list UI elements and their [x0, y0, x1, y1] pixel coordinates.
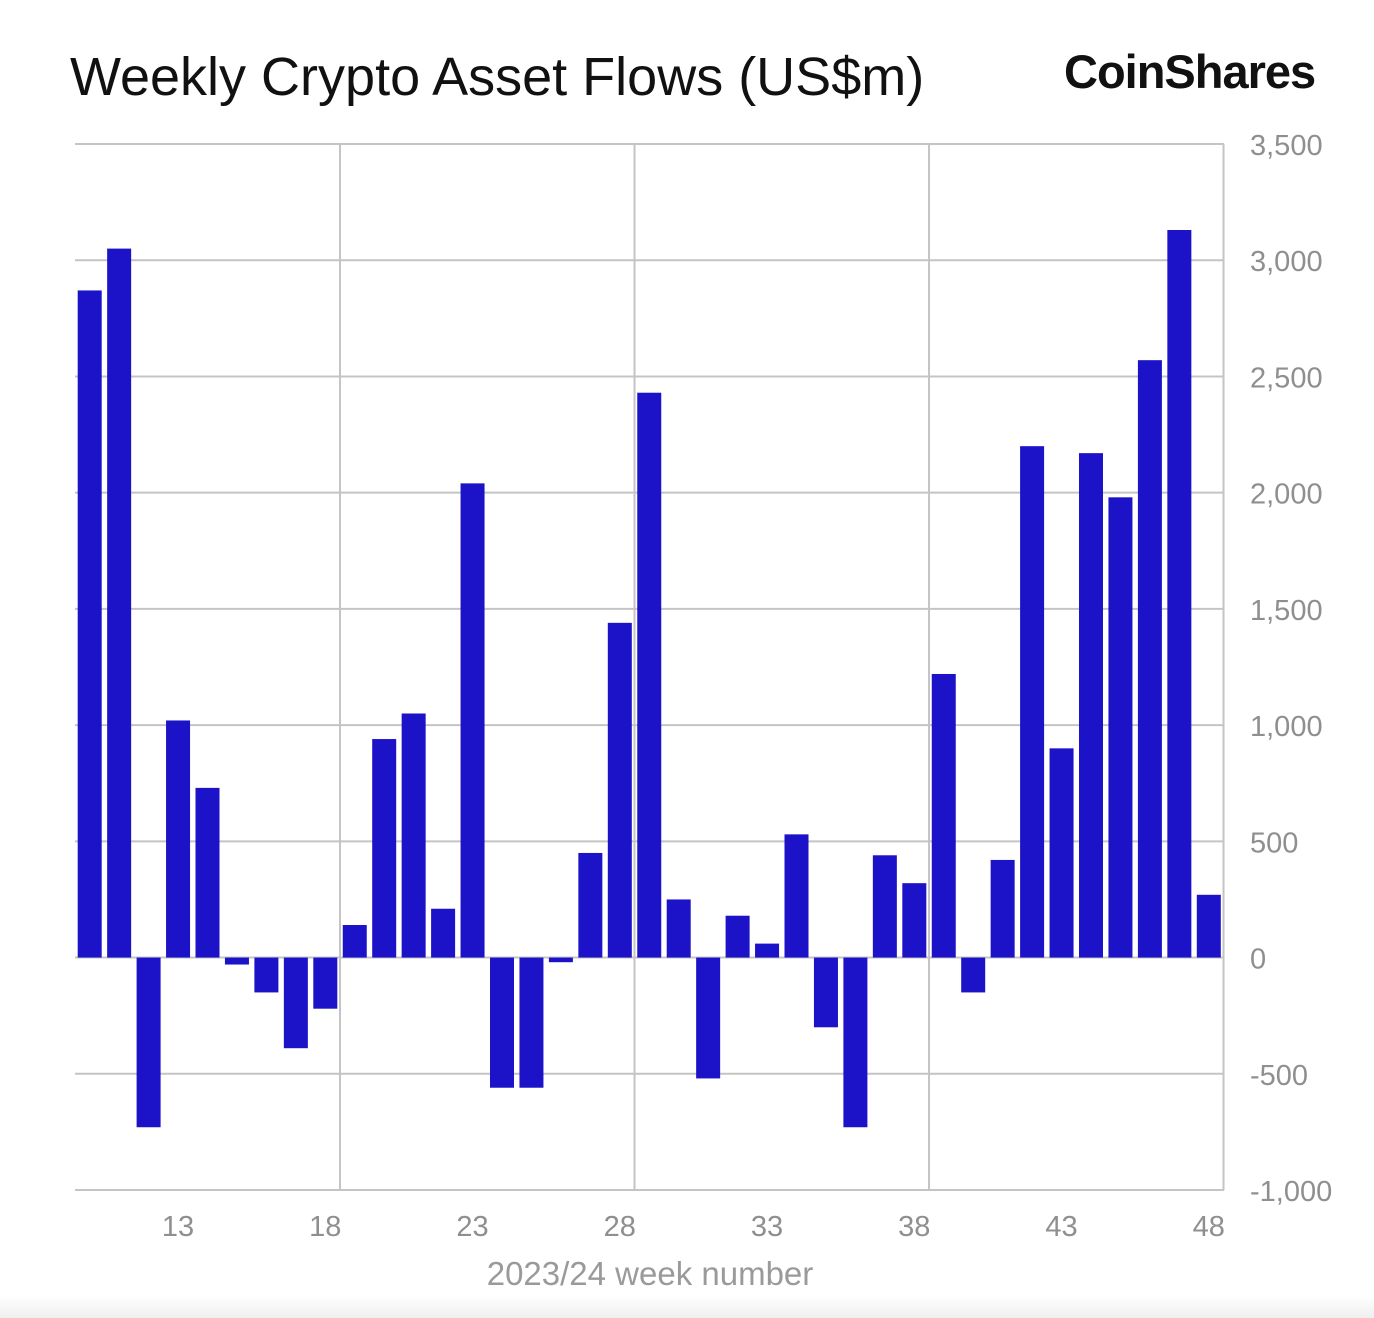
- bar-week-13: [166, 720, 191, 958]
- y-tick-label: 0: [1250, 944, 1266, 976]
- bars-layer: [77, 230, 1221, 1128]
- y-tick-label: 1,500: [1250, 595, 1323, 627]
- bar-week-16: [254, 957, 279, 993]
- bar-week-36: [843, 957, 868, 1128]
- bar-week-37: [872, 855, 897, 958]
- y-tick-label: 2,500: [1250, 362, 1323, 394]
- bar-week-48: [1196, 894, 1221, 958]
- bar-week-21: [401, 713, 426, 958]
- x-tick-label: 23: [456, 1211, 488, 1243]
- chart-title: Weekly Crypto Asset Flows (US$m): [70, 47, 925, 107]
- bar-week-12: [136, 957, 161, 1128]
- bar-week-42: [1020, 446, 1045, 958]
- bar-week-28: [607, 622, 632, 958]
- bar-week-39: [931, 673, 956, 958]
- y-tick-label: 3,000: [1250, 246, 1323, 278]
- y-tick-label: -500: [1250, 1060, 1308, 1092]
- bottom-fade: [0, 1296, 1374, 1318]
- bar-week-24: [490, 957, 514, 1088]
- bar-week-33: [755, 943, 780, 958]
- y-tick-label: 1,000: [1250, 711, 1323, 743]
- bar-week-22: [431, 908, 456, 958]
- x-tick-label: 48: [1193, 1211, 1225, 1243]
- bar-week-15: [224, 957, 249, 965]
- x-tick-label: 38: [898, 1211, 930, 1243]
- x-axis-label: 2023/24 week number: [486, 1255, 814, 1292]
- bar-week-43: [1049, 748, 1074, 958]
- x-tick-label: 43: [1045, 1211, 1077, 1243]
- bar-week-38: [902, 883, 927, 958]
- bar-week-27: [578, 852, 603, 958]
- bar-week-14: [195, 787, 220, 958]
- bar-week-35: [813, 957, 838, 1028]
- bar-week-18: [313, 957, 338, 1009]
- coinshares-logo: CoinShares: [1064, 45, 1316, 98]
- bar-week-32: [725, 915, 750, 958]
- bar-week-34: [784, 834, 809, 958]
- x-tick-label: 28: [604, 1211, 636, 1243]
- bar-week-41: [990, 859, 1015, 958]
- bar-week-44: [1079, 453, 1103, 958]
- bar-week-46: [1137, 360, 1162, 958]
- bar-week-20: [372, 739, 397, 958]
- bar-week-30: [666, 899, 691, 958]
- bar-week-26: [548, 957, 573, 963]
- x-tick-label: 33: [751, 1211, 783, 1243]
- x-tick-label: 18: [309, 1211, 341, 1243]
- bar-week-19: [342, 925, 367, 958]
- y-tick-label: 3,500: [1250, 130, 1323, 162]
- y-tick-label: 2,000: [1250, 479, 1323, 511]
- bar-week-17: [283, 957, 308, 1049]
- bar-week-11: [107, 248, 132, 958]
- x-tick-label: 13: [162, 1211, 194, 1243]
- bar-week-31: [696, 957, 721, 1079]
- y-tick-label: -1,000: [1250, 1176, 1332, 1208]
- bar-week-23: [460, 483, 485, 958]
- bar-week-45: [1108, 497, 1133, 958]
- bar-week-10: [77, 290, 102, 958]
- bar-week-40: [961, 957, 986, 993]
- bar-week-47: [1167, 230, 1192, 958]
- axis-labels-layer: 3,500 3,000 2,500 2,000 1,500 1,000 500 0 -500 -1…: [162, 130, 1332, 1243]
- bar-week-25: [519, 957, 544, 1088]
- bar-week-29: [637, 392, 662, 958]
- y-tick-label: 500: [1250, 827, 1298, 859]
